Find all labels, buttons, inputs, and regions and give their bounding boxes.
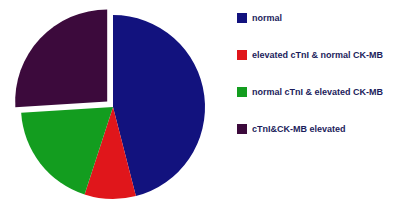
svg-text:cTnI&CK-MB elevated: cTnI&CK-MB elevated: [252, 124, 346, 134]
svg-text:normal cTnI & elevated CK-MB: normal cTnI & elevated CK-MB: [252, 87, 384, 97]
svg-text:elevated cTnI & normal CK-MB: elevated cTnI & normal CK-MB: [252, 50, 384, 60]
svg-text:normal: normal: [252, 13, 282, 23]
